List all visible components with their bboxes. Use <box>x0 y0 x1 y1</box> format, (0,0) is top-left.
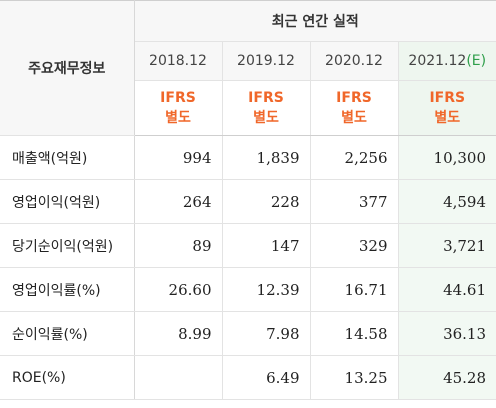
cell-value: 16.71 <box>310 267 399 312</box>
table-row: 매출액(억원) 994 1,839 2,256 10,300 <box>0 135 496 180</box>
cell-value: 994 <box>134 135 223 180</box>
cell-value: 1,839 <box>222 135 311 180</box>
cell-value: 13.25 <box>310 355 399 400</box>
row-label: 매출액(억원) <box>0 135 135 180</box>
cell-value: 329 <box>310 223 399 268</box>
row-label: ROE(%) <box>0 355 135 400</box>
year-header: 2020.12 <box>310 41 399 81</box>
basis-header: IFRS 별도 <box>222 80 311 136</box>
table-row: ROE(%) 6.49 13.25 45.28 <box>0 355 496 400</box>
period-header: 최근 연간 실적 <box>134 0 496 42</box>
cell-value: 2,256 <box>310 135 399 180</box>
cell-value-estimate: 44.61 <box>398 267 496 312</box>
basis-header: IFRS 별도 <box>134 80 223 136</box>
table-row: 당기순이익(억원) 89 147 329 3,721 <box>0 223 496 268</box>
cell-value-estimate: 4,594 <box>398 179 496 224</box>
cell-value-estimate: 36.13 <box>398 311 496 356</box>
row-label: 영업이익률(%) <box>0 267 135 312</box>
cell-value: 89 <box>134 223 223 268</box>
year-header: 2019.12 <box>222 41 311 81</box>
cell-value-estimate: 10,300 <box>398 135 496 180</box>
year-header-estimate: 2021.12(E) <box>398 41 496 81</box>
basis-header: IFRS 별도 <box>310 80 399 136</box>
estimate-marker: (E) <box>466 53 487 69</box>
cell-value: 6.49 <box>222 355 311 400</box>
cell-value: 147 <box>222 223 311 268</box>
cell-value: 12.39 <box>222 267 311 312</box>
basis-header-estimate: IFRS 별도 <box>398 80 496 136</box>
cell-value: 26.60 <box>134 267 223 312</box>
year-header: 2018.12 <box>134 41 223 81</box>
cell-value: 228 <box>222 179 311 224</box>
cell-value: 377 <box>310 179 399 224</box>
row-label: 당기순이익(억원) <box>0 223 135 268</box>
row-label: 순이익률(%) <box>0 311 135 356</box>
cell-value-estimate: 45.28 <box>398 355 496 400</box>
table-row: 영업이익률(%) 26.60 12.39 16.71 44.61 <box>0 267 496 312</box>
corner-header: 주요재무정보 <box>0 0 135 136</box>
cell-value: 8.99 <box>134 311 223 356</box>
row-label: 영업이익(억원) <box>0 179 135 224</box>
cell-value-estimate: 3,721 <box>398 223 496 268</box>
table-row: 영업이익(억원) 264 228 377 4,594 <box>0 179 496 224</box>
table-row: 순이익률(%) 8.99 7.98 14.58 36.13 <box>0 311 496 356</box>
cell-value: 7.98 <box>222 311 311 356</box>
cell-value: 264 <box>134 179 223 224</box>
cell-value: 14.58 <box>310 311 399 356</box>
cell-value <box>134 355 223 400</box>
